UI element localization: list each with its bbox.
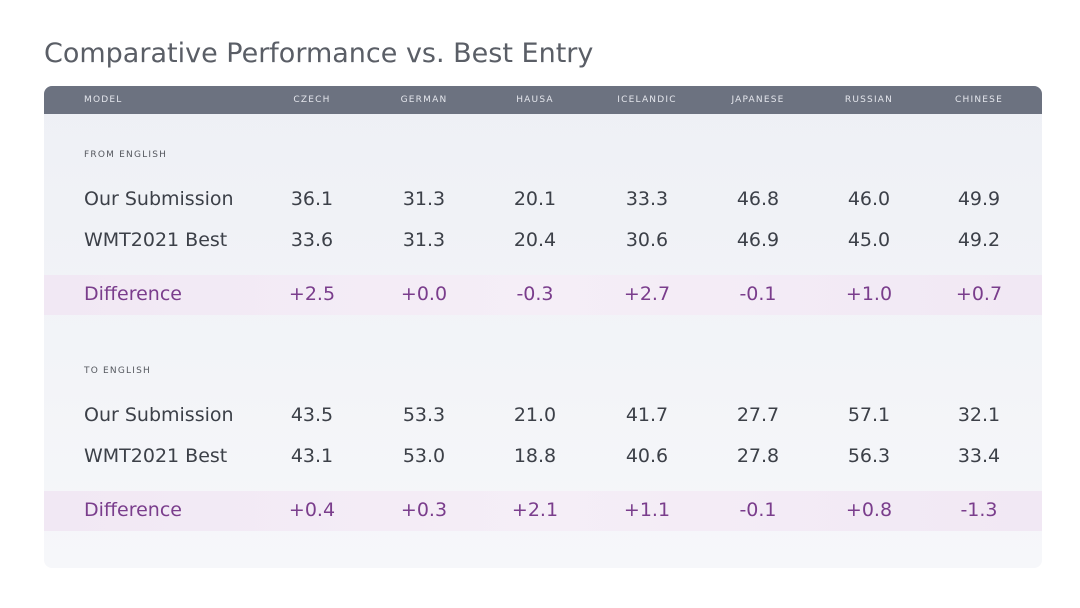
column-header: CZECH [293,95,331,105]
column-header: HAUSA [516,95,554,105]
table-cell: 20.1 [513,188,557,210]
table-cell: 30.6 [625,229,669,251]
table-cell: 45.0 [847,229,891,251]
difference-band [44,275,1042,315]
table-cell: 57.1 [847,404,891,426]
row-label: WMT2021 Best [84,445,228,467]
column-header: MODEL [84,95,123,105]
table-cell: +0.7 [955,283,1003,305]
table-cell: +1.0 [845,283,893,305]
row-label: Difference [84,283,182,305]
table-cell: +0.4 [288,499,336,521]
table-cell: 31.3 [402,229,446,251]
row-label: Difference [84,499,182,521]
row-label: WMT2021 Best [84,229,228,251]
results-table: MODEL CZECH GERMAN HAUSA ICELANDIC JAPANESE RU… [44,86,1042,568]
table-header: MODEL CZECH GERMAN HAUSA ICELANDIC JAPANESE RU… [44,86,1042,114]
table-cell: 32.1 [957,404,1001,426]
table-cell: -1.3 [960,499,998,521]
table-cell: 53.0 [402,445,446,467]
row-label: Our Submission [84,404,234,426]
page-title: Comparative Performance vs. Best Entry [44,38,594,69]
table-cell: -0.1 [739,499,777,521]
difference-band [44,491,1042,531]
table-cell: 27.7 [736,404,780,426]
column-header: JAPANESE [731,95,785,105]
table-cell: 56.3 [847,445,891,467]
section-label: FROM ENGLISH [84,150,168,160]
column-header: RUSSIAN [844,95,894,105]
row-label: Our Submission [84,188,234,210]
table-cell: 40.6 [625,445,669,467]
table-cell: 33.6 [290,229,334,251]
table-cell: +0.8 [845,499,893,521]
section-label: TO ENGLISH [84,366,151,376]
column-header: GERMAN [400,95,448,105]
table-cell: -0.3 [516,283,554,305]
table-cell: +2.5 [288,283,336,305]
table-cell: 43.1 [290,445,334,467]
table-cell: 43.5 [290,404,334,426]
column-header: ICELANDIC [617,95,677,105]
table-cell: 53.3 [402,404,446,426]
column-header: CHINESE [955,95,1003,105]
table-cell: 49.2 [957,229,1001,251]
table-cell: 46.0 [847,188,891,210]
table-cell: +1.1 [623,499,671,521]
table-cell: 46.8 [736,188,780,210]
table-cell: +0.0 [400,283,448,305]
table-cell: +2.1 [511,499,559,521]
table-cell: 20.4 [513,229,557,251]
table-cell: 36.1 [290,188,334,210]
table-cell: 41.7 [625,404,669,426]
table-cell: 18.8 [513,445,557,467]
table-cell: 21.0 [513,404,557,426]
table-cell: 49.9 [957,188,1001,210]
table-cell: 46.9 [736,229,780,251]
table-cell: +0.3 [400,499,448,521]
table-cell: 33.4 [957,445,1001,467]
table-cell: 31.3 [402,188,446,210]
table-cell: -0.1 [739,283,777,305]
table-cell: 27.8 [736,445,780,467]
table-cell: 33.3 [625,188,669,210]
table-cell: +2.7 [623,283,671,305]
